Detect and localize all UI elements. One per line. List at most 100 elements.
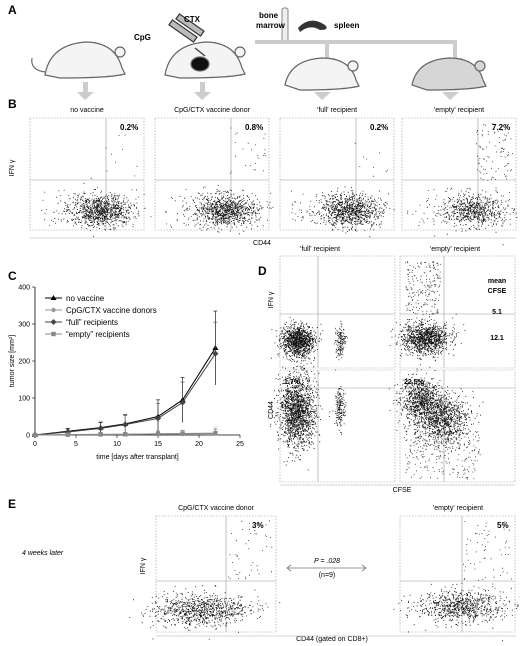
d-ylabel-bottom: CD44 — [268, 401, 275, 419]
b-flow-plot — [29, 117, 152, 238]
d-flow-cloud — [332, 386, 347, 435]
e-ylabel: IFN γ — [140, 557, 147, 574]
b-flow-cloud — [164, 184, 274, 235]
d-flow-positive — [405, 261, 441, 315]
e-comparison-arrow — [286, 564, 367, 572]
c-point — [98, 432, 103, 437]
b-ylabel: IFN γ — [9, 159, 16, 176]
c-point — [123, 432, 128, 437]
c-legend-label: “empty” recipients — [66, 330, 130, 339]
c-series — [32, 321, 219, 438]
c-point — [97, 425, 104, 432]
b-group-label: no vaccine — [70, 107, 104, 114]
b-flow-cloud — [423, 187, 518, 246]
b-flow-plot — [154, 117, 274, 235]
c-point — [32, 432, 38, 438]
e-flow-plot — [129, 515, 281, 640]
panel-letter-a: A — [8, 3, 17, 17]
d-mean-label-2: CFSE — [488, 288, 507, 295]
e-flow-cloud — [393, 583, 520, 642]
c-ytick-label: 0 — [26, 433, 30, 440]
d-flow-plot — [269, 349, 396, 483]
b-flow-positive — [354, 127, 388, 177]
b-group-label: 'full' recipient — [317, 107, 357, 114]
b-percent: 7.2% — [492, 123, 510, 132]
mouse-vaccine-donor — [164, 41, 246, 79]
d-mean-top: 5.1 — [492, 309, 502, 316]
c-point — [51, 307, 56, 313]
e-flow-plot — [393, 515, 520, 642]
c-ytick-label: 400 — [18, 285, 30, 292]
c-point — [155, 431, 161, 437]
c-xtick-label: 10 — [113, 441, 121, 448]
c-point — [122, 421, 129, 428]
d-flow-plot — [388, 368, 516, 483]
e-xlabel: CD44 (gated on CD8+) — [296, 636, 368, 643]
panel-letter-b: B — [8, 97, 17, 111]
c-point — [212, 350, 219, 357]
d-ylabel-top: IFN γ — [268, 291, 275, 308]
d-flow-cloud — [393, 384, 484, 471]
label-cpg: CpG — [134, 33, 151, 42]
mouse-no-vaccine — [31, 41, 126, 79]
b-flow-cloud — [44, 177, 152, 238]
b-percent: 0.2% — [370, 123, 388, 132]
d-flow-cloud — [269, 349, 331, 471]
d-pct-full: 1.7% — [284, 379, 301, 386]
d-col2-title: 'empty' recipient — [430, 246, 480, 253]
d-flow-cloud — [389, 313, 466, 368]
c-ytick-label: 200 — [18, 359, 30, 366]
d-flow-cloud — [333, 320, 348, 371]
e-pvalue: P = .028 — [314, 558, 340, 565]
label-marrow: marrow — [256, 21, 286, 30]
c-legend-label: CpG/CTX vaccine donors — [66, 306, 157, 315]
c-point — [180, 431, 185, 436]
c-xlabel: time [days after transplant] — [96, 454, 179, 461]
c-point — [51, 331, 56, 337]
e-n: (n=9) — [319, 572, 336, 579]
mouse-empty-recipient — [411, 57, 487, 91]
c-point — [65, 432, 70, 437]
e-side-note: 4 weeks later — [22, 550, 64, 557]
e-left-title: CpG/CTX vaccine donor — [178, 505, 255, 512]
d-col1-title: 'full' recipient — [300, 246, 340, 253]
spleen-icon — [298, 20, 327, 32]
c-xtick-label: 15 — [154, 441, 162, 448]
b-percent: 0.8% — [245, 123, 263, 132]
e-flow-positive — [228, 520, 273, 580]
panel-letter-d: D — [258, 264, 267, 278]
b-flow-positive — [105, 128, 139, 177]
c-point — [179, 399, 186, 406]
d-pct-empty: 22.5% — [404, 379, 425, 386]
down-arrows — [77, 82, 459, 100]
c-point — [155, 415, 161, 422]
mouse-full-recipient — [284, 57, 360, 91]
d-flow-plot — [389, 255, 516, 369]
b-group-label: CpG/CTX vaccine donor — [174, 107, 251, 114]
syringe-icon — [168, 13, 206, 57]
c-point — [50, 319, 57, 325]
c-ylabel: tumor size [mm²] — [9, 335, 16, 387]
d-flow-plot — [270, 255, 396, 371]
c-xtick-label: 0 — [33, 441, 37, 448]
panel-letter-e: E — [8, 497, 16, 511]
c-ytick-label: 300 — [18, 322, 30, 329]
d-flow-scatter — [405, 430, 481, 480]
c-point — [213, 430, 218, 436]
d-flow-cloud — [270, 316, 324, 364]
d-mean-bottom: 12.1 — [490, 335, 504, 342]
c-ytick-label: 100 — [18, 396, 30, 403]
e-right-title: 'empty' recipient — [433, 505, 483, 512]
d-mean-label-1: mean — [488, 278, 506, 285]
e-right-pct: 5% — [497, 521, 509, 530]
b-group-label: 'empty' recipient — [434, 107, 484, 114]
b-xlabel: CD44 — [253, 240, 271, 247]
c-xtick-label: 5 — [74, 441, 78, 448]
label-ctx: CTX — [184, 15, 201, 24]
panel-letter-c: C — [8, 269, 17, 283]
label-spleen: spleen — [334, 21, 359, 30]
c-xtick-label: 20 — [195, 441, 203, 448]
b-flow-plot — [401, 117, 518, 246]
label-bone: bone — [259, 11, 279, 20]
b-flow-cloud — [300, 186, 409, 238]
